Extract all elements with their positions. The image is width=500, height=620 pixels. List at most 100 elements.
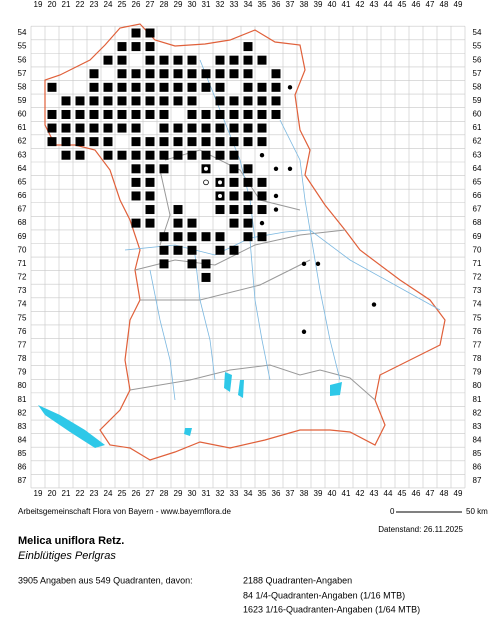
y-label: 64 <box>18 164 27 173</box>
occurrence <box>103 82 113 92</box>
y-label: 79 <box>473 368 482 377</box>
occurrence <box>187 232 197 242</box>
y-label: 56 <box>18 55 27 64</box>
count: 1623 1/16-Quadranten-Angaben (1/64 MTB) <box>243 604 420 614</box>
y-label: 66 <box>18 191 27 200</box>
occurrence <box>131 123 141 133</box>
occurrence <box>145 150 155 160</box>
x-label: 26 <box>132 0 141 9</box>
y-label: 58 <box>18 82 27 91</box>
occurrence <box>271 109 281 119</box>
x-label: 36 <box>272 0 281 9</box>
x-label: 27 <box>146 489 155 498</box>
occurrence <box>103 150 113 160</box>
occurrence <box>117 150 127 160</box>
occurrence <box>131 109 141 119</box>
occurrence <box>145 42 155 52</box>
occurrence <box>145 205 155 215</box>
occurrence <box>159 164 169 174</box>
occurrence <box>257 82 267 92</box>
x-label: 24 <box>104 0 113 9</box>
occurrence <box>187 150 197 160</box>
occurrence <box>131 28 141 38</box>
y-label: 63 <box>18 150 27 159</box>
x-label: 44 <box>384 489 393 498</box>
occurrence-dot <box>301 261 307 267</box>
occurrence-open <box>203 179 209 186</box>
occurrence <box>159 55 169 65</box>
occurrence <box>159 109 169 119</box>
x-label: 19 <box>34 489 43 498</box>
y-label: 72 <box>473 273 482 282</box>
occurrence <box>103 55 113 65</box>
occurrence <box>47 123 57 133</box>
occurrence <box>47 109 57 119</box>
occurrence <box>257 191 267 201</box>
occurrence-dot <box>273 166 279 171</box>
y-label: 85 <box>18 449 27 458</box>
y-label: 83 <box>473 422 482 431</box>
x-label: 39 <box>314 489 323 498</box>
y-label: 83 <box>18 422 27 431</box>
x-label: 23 <box>90 489 99 498</box>
x-label: 40 <box>328 0 337 9</box>
occurrence <box>159 245 169 255</box>
occurrence <box>187 69 197 79</box>
occurrence <box>145 191 155 201</box>
occurrence <box>89 137 99 147</box>
state-border <box>44 23 446 461</box>
occurrence <box>257 137 267 147</box>
x-label: 30 <box>188 0 197 9</box>
occurrence <box>229 177 239 187</box>
x-label: 41 <box>342 489 351 498</box>
occurrence <box>145 55 155 65</box>
y-label: 80 <box>18 381 27 390</box>
y-label: 62 <box>473 137 482 146</box>
occurrence <box>201 123 211 133</box>
x-label: 48 <box>440 0 449 9</box>
occurrence <box>229 150 239 160</box>
occurrence <box>89 123 99 133</box>
species: Melica uniflora Retz. <box>18 535 124 547</box>
occurrence <box>131 42 141 52</box>
occurrence <box>173 69 183 79</box>
occurrence <box>75 109 85 119</box>
x-label: 43 <box>370 489 379 498</box>
x-label: 43 <box>370 0 379 9</box>
occurrence <box>215 69 225 79</box>
occurrence <box>75 123 85 133</box>
occurrence <box>145 137 155 147</box>
occurrence <box>61 137 71 147</box>
occurrence <box>243 205 253 215</box>
occurrence <box>173 96 183 106</box>
occurrence-dot <box>287 85 293 90</box>
occurrence <box>145 218 155 228</box>
occurrence <box>215 96 225 106</box>
occurrence <box>173 150 183 160</box>
occurrence <box>89 69 99 79</box>
x-label: 46 <box>412 489 421 498</box>
occurrence <box>229 69 239 79</box>
occurrence <box>103 96 113 106</box>
occurrence <box>131 69 141 79</box>
occurrence <box>89 82 99 92</box>
lakes <box>38 372 342 448</box>
x-label: 24 <box>104 489 113 498</box>
x-label: 44 <box>384 0 393 9</box>
occurrence <box>131 150 141 160</box>
x-label: 47 <box>426 489 435 498</box>
occurrence <box>229 55 239 65</box>
y-label: 77 <box>473 340 482 349</box>
x-label: 39 <box>314 0 323 9</box>
occurrence <box>201 137 211 147</box>
y-label: 87 <box>18 476 27 485</box>
occurrence-dot <box>259 220 265 226</box>
occurrence <box>201 259 211 269</box>
y-label: 63 <box>473 150 482 159</box>
occurrence <box>215 150 225 160</box>
occurrence <box>187 55 197 65</box>
x-label: 21 <box>62 489 71 498</box>
occurrence <box>229 164 239 174</box>
y-label: 76 <box>473 327 482 336</box>
y-label: 54 <box>473 28 482 37</box>
